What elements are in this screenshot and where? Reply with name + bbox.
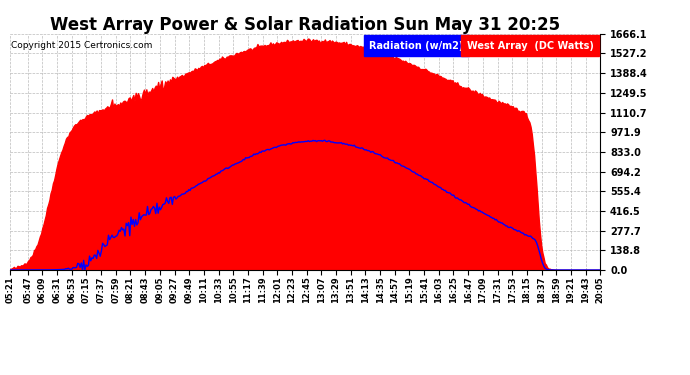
Text: Copyright 2015 Certronics.com: Copyright 2015 Certronics.com (11, 41, 152, 50)
Title: West Array Power & Solar Radiation Sun May 31 20:25: West Array Power & Solar Radiation Sun M… (50, 16, 560, 34)
Legend: Radiation (w/m2), West Array  (DC Watts): Radiation (w/m2), West Array (DC Watts) (367, 39, 595, 53)
